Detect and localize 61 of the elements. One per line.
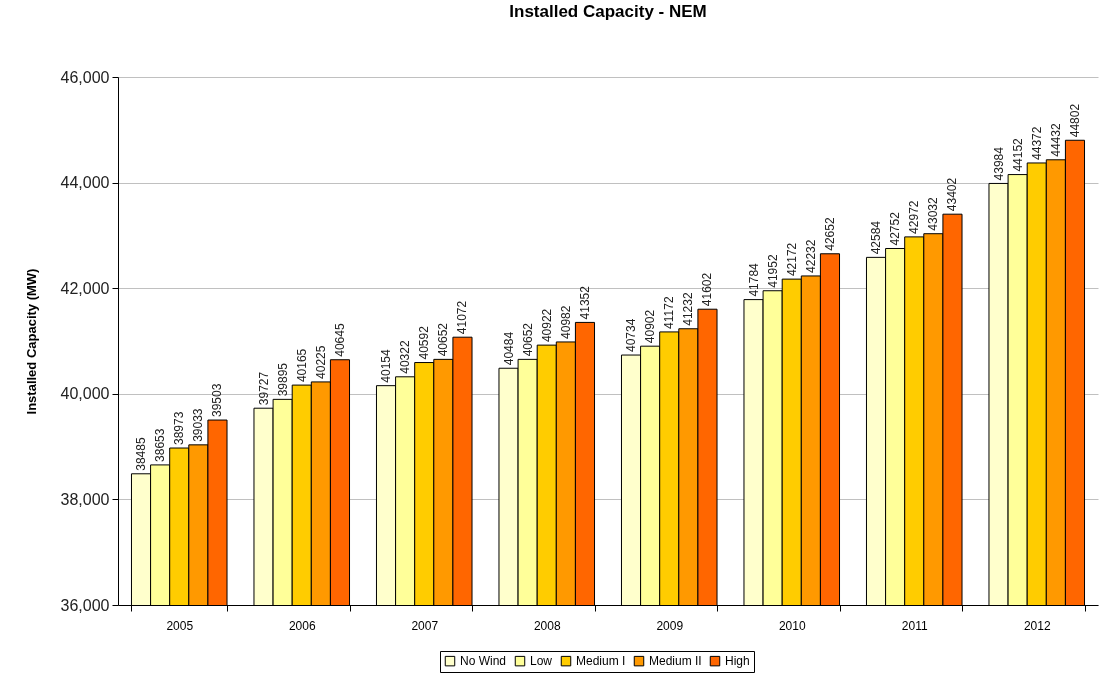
- data-label: 40982: [558, 305, 573, 339]
- legend-label: High: [725, 654, 750, 669]
- x-tick-label: 2010: [778, 618, 806, 633]
- data-label: 41072: [455, 300, 470, 335]
- data-label: 39895: [275, 362, 290, 397]
- data-label: 43032: [926, 197, 941, 231]
- y-tick-label: 42,000: [60, 279, 110, 297]
- data-label: 40484: [501, 331, 516, 366]
- data-label: 42584: [869, 220, 884, 255]
- x-tick-label: 2005: [166, 618, 194, 633]
- data-label: 39503: [210, 383, 225, 418]
- data-label: 39033: [191, 408, 206, 442]
- data-label: 41352: [577, 285, 592, 320]
- data-label: 44802: [1067, 103, 1082, 138]
- x-tick-label: 2008: [533, 618, 561, 633]
- data-label: 41172: [662, 296, 677, 329]
- data-label: 42652: [822, 217, 837, 251]
- data-label: 43984: [991, 146, 1006, 181]
- data-label: 42172: [784, 242, 799, 277]
- data-label: 40322: [398, 340, 413, 374]
- data-label: 44152: [1010, 137, 1025, 172]
- x-tick-label: 2009: [656, 618, 684, 633]
- data-label: 38973: [172, 411, 187, 446]
- y-axis-title: Installed Capacity (MW): [23, 268, 39, 415]
- legend-label: Medium I: [576, 654, 626, 669]
- x-tick-label: 2012: [1023, 618, 1051, 633]
- data-label: 40645: [332, 323, 347, 357]
- data-label: 40154: [379, 348, 394, 383]
- data-label: 38653: [153, 428, 168, 462]
- data-label: 44372: [1029, 126, 1044, 160]
- legend-label: No Wind: [460, 654, 507, 669]
- x-tick-label: 2007: [411, 618, 439, 633]
- data-label: 41232: [681, 292, 696, 326]
- data-label: 41784: [746, 262, 761, 297]
- data-label: 38485: [134, 437, 149, 471]
- y-tick-label: 44,000: [60, 174, 110, 192]
- data-label: 42752: [888, 211, 903, 246]
- y-tick-label: 38,000: [60, 490, 110, 508]
- data-label: 42972: [907, 200, 922, 234]
- data-label: 40652: [436, 322, 451, 357]
- data-label: 40165: [294, 348, 309, 383]
- x-tick-label: 2006: [288, 618, 316, 633]
- data-label: 40902: [643, 309, 658, 344]
- y-tick-label: 40,000: [60, 385, 110, 403]
- data-label: 41602: [700, 272, 715, 307]
- data-label: 40592: [417, 325, 432, 360]
- data-label: 44432: [1048, 123, 1063, 157]
- data-label: 39727: [256, 371, 271, 406]
- data-label: 40922: [539, 308, 554, 343]
- legend-label: Medium II: [649, 654, 702, 669]
- y-tick-label: 36,000: [60, 596, 110, 614]
- legend-label: Low: [530, 654, 553, 669]
- chart-title: Installed Capacity - NEM: [509, 2, 707, 21]
- data-label: 42232: [803, 239, 818, 273]
- data-label: 43402: [945, 177, 960, 212]
- data-label: 40225: [313, 345, 328, 379]
- x-tick-label: 2011: [901, 618, 928, 633]
- y-tick-label: 46,000: [60, 68, 110, 86]
- data-label: 40734: [624, 318, 639, 353]
- data-label: 41952: [765, 254, 780, 288]
- data-label: 40652: [520, 322, 535, 357]
